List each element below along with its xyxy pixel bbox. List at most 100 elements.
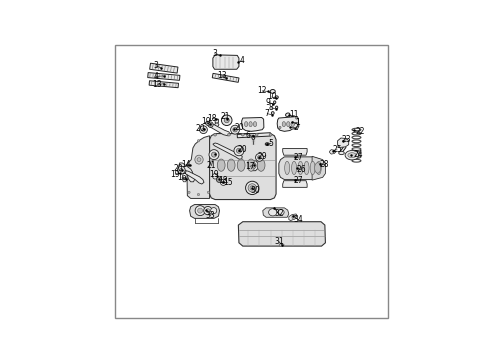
Ellipse shape bbox=[287, 122, 290, 127]
Text: 8: 8 bbox=[269, 103, 273, 112]
Ellipse shape bbox=[282, 122, 286, 127]
Ellipse shape bbox=[270, 90, 275, 93]
Text: 4: 4 bbox=[153, 72, 158, 81]
Ellipse shape bbox=[267, 143, 268, 145]
Ellipse shape bbox=[269, 133, 272, 136]
Ellipse shape bbox=[237, 159, 245, 171]
Polygon shape bbox=[263, 208, 289, 217]
Text: 6: 6 bbox=[246, 131, 251, 140]
Ellipse shape bbox=[202, 128, 205, 131]
Ellipse shape bbox=[256, 153, 263, 161]
Text: 21: 21 bbox=[206, 161, 216, 170]
Text: 4: 4 bbox=[240, 57, 245, 66]
Ellipse shape bbox=[218, 178, 220, 181]
Text: 17: 17 bbox=[245, 162, 255, 171]
Ellipse shape bbox=[195, 206, 205, 216]
Ellipse shape bbox=[255, 133, 258, 136]
Ellipse shape bbox=[258, 156, 261, 159]
Text: 16: 16 bbox=[177, 174, 187, 183]
Text: 20: 20 bbox=[234, 123, 244, 132]
Ellipse shape bbox=[224, 118, 229, 123]
Text: 23: 23 bbox=[342, 135, 351, 144]
Ellipse shape bbox=[292, 215, 296, 219]
Text: 3: 3 bbox=[153, 62, 158, 71]
Ellipse shape bbox=[214, 133, 217, 136]
Text: 20: 20 bbox=[196, 123, 205, 132]
Polygon shape bbox=[179, 163, 195, 182]
Ellipse shape bbox=[211, 208, 217, 214]
Polygon shape bbox=[277, 117, 299, 131]
Ellipse shape bbox=[197, 158, 201, 162]
Polygon shape bbox=[279, 157, 324, 180]
Text: 19: 19 bbox=[171, 170, 180, 179]
Ellipse shape bbox=[339, 151, 344, 155]
Text: 25: 25 bbox=[332, 145, 342, 154]
Polygon shape bbox=[213, 55, 239, 69]
Ellipse shape bbox=[221, 115, 232, 126]
Ellipse shape bbox=[220, 179, 226, 185]
Ellipse shape bbox=[199, 126, 207, 134]
Polygon shape bbox=[238, 222, 325, 246]
Text: 14: 14 bbox=[181, 160, 191, 169]
Text: 21: 21 bbox=[220, 112, 230, 121]
Text: 27: 27 bbox=[294, 153, 304, 162]
Ellipse shape bbox=[234, 146, 244, 156]
Polygon shape bbox=[182, 177, 187, 182]
Ellipse shape bbox=[204, 207, 212, 215]
Text: 31: 31 bbox=[274, 237, 284, 246]
Ellipse shape bbox=[209, 150, 219, 159]
Ellipse shape bbox=[227, 133, 230, 136]
Polygon shape bbox=[215, 123, 219, 126]
Ellipse shape bbox=[212, 152, 217, 157]
Ellipse shape bbox=[296, 126, 298, 129]
Polygon shape bbox=[242, 117, 264, 131]
Ellipse shape bbox=[222, 181, 225, 184]
Polygon shape bbox=[215, 119, 219, 123]
Ellipse shape bbox=[315, 163, 320, 173]
Ellipse shape bbox=[292, 161, 296, 175]
Ellipse shape bbox=[279, 126, 281, 129]
Text: 13: 13 bbox=[217, 71, 226, 80]
Polygon shape bbox=[338, 138, 349, 148]
Ellipse shape bbox=[257, 159, 265, 171]
Ellipse shape bbox=[188, 191, 190, 193]
Ellipse shape bbox=[208, 122, 213, 127]
Polygon shape bbox=[210, 134, 276, 199]
Ellipse shape bbox=[227, 159, 235, 171]
Ellipse shape bbox=[217, 159, 225, 171]
Text: 20: 20 bbox=[173, 164, 183, 173]
Polygon shape bbox=[190, 204, 220, 219]
Text: 5: 5 bbox=[269, 139, 273, 148]
Text: 15: 15 bbox=[223, 178, 233, 187]
Polygon shape bbox=[283, 181, 307, 187]
Text: 11: 11 bbox=[289, 110, 298, 119]
Polygon shape bbox=[147, 73, 180, 80]
Text: 30: 30 bbox=[251, 186, 261, 195]
Ellipse shape bbox=[275, 96, 278, 99]
Ellipse shape bbox=[207, 191, 210, 193]
Ellipse shape bbox=[206, 209, 210, 212]
Text: 26: 26 bbox=[296, 165, 306, 174]
Polygon shape bbox=[283, 149, 307, 155]
Ellipse shape bbox=[195, 155, 203, 164]
Text: 3: 3 bbox=[212, 49, 217, 58]
Ellipse shape bbox=[177, 166, 185, 174]
Ellipse shape bbox=[197, 140, 199, 142]
Polygon shape bbox=[213, 143, 242, 159]
Ellipse shape bbox=[247, 159, 255, 171]
Ellipse shape bbox=[316, 161, 321, 175]
Ellipse shape bbox=[285, 161, 290, 175]
Ellipse shape bbox=[248, 184, 256, 192]
Ellipse shape bbox=[304, 161, 309, 175]
Text: 32: 32 bbox=[274, 210, 284, 219]
Ellipse shape bbox=[345, 150, 359, 160]
Polygon shape bbox=[237, 133, 270, 138]
Ellipse shape bbox=[275, 106, 278, 109]
Polygon shape bbox=[149, 81, 178, 88]
Ellipse shape bbox=[265, 143, 269, 145]
Ellipse shape bbox=[252, 135, 255, 140]
Text: 27: 27 bbox=[294, 176, 304, 185]
Ellipse shape bbox=[242, 133, 244, 136]
Polygon shape bbox=[187, 136, 210, 198]
Ellipse shape bbox=[310, 161, 315, 175]
